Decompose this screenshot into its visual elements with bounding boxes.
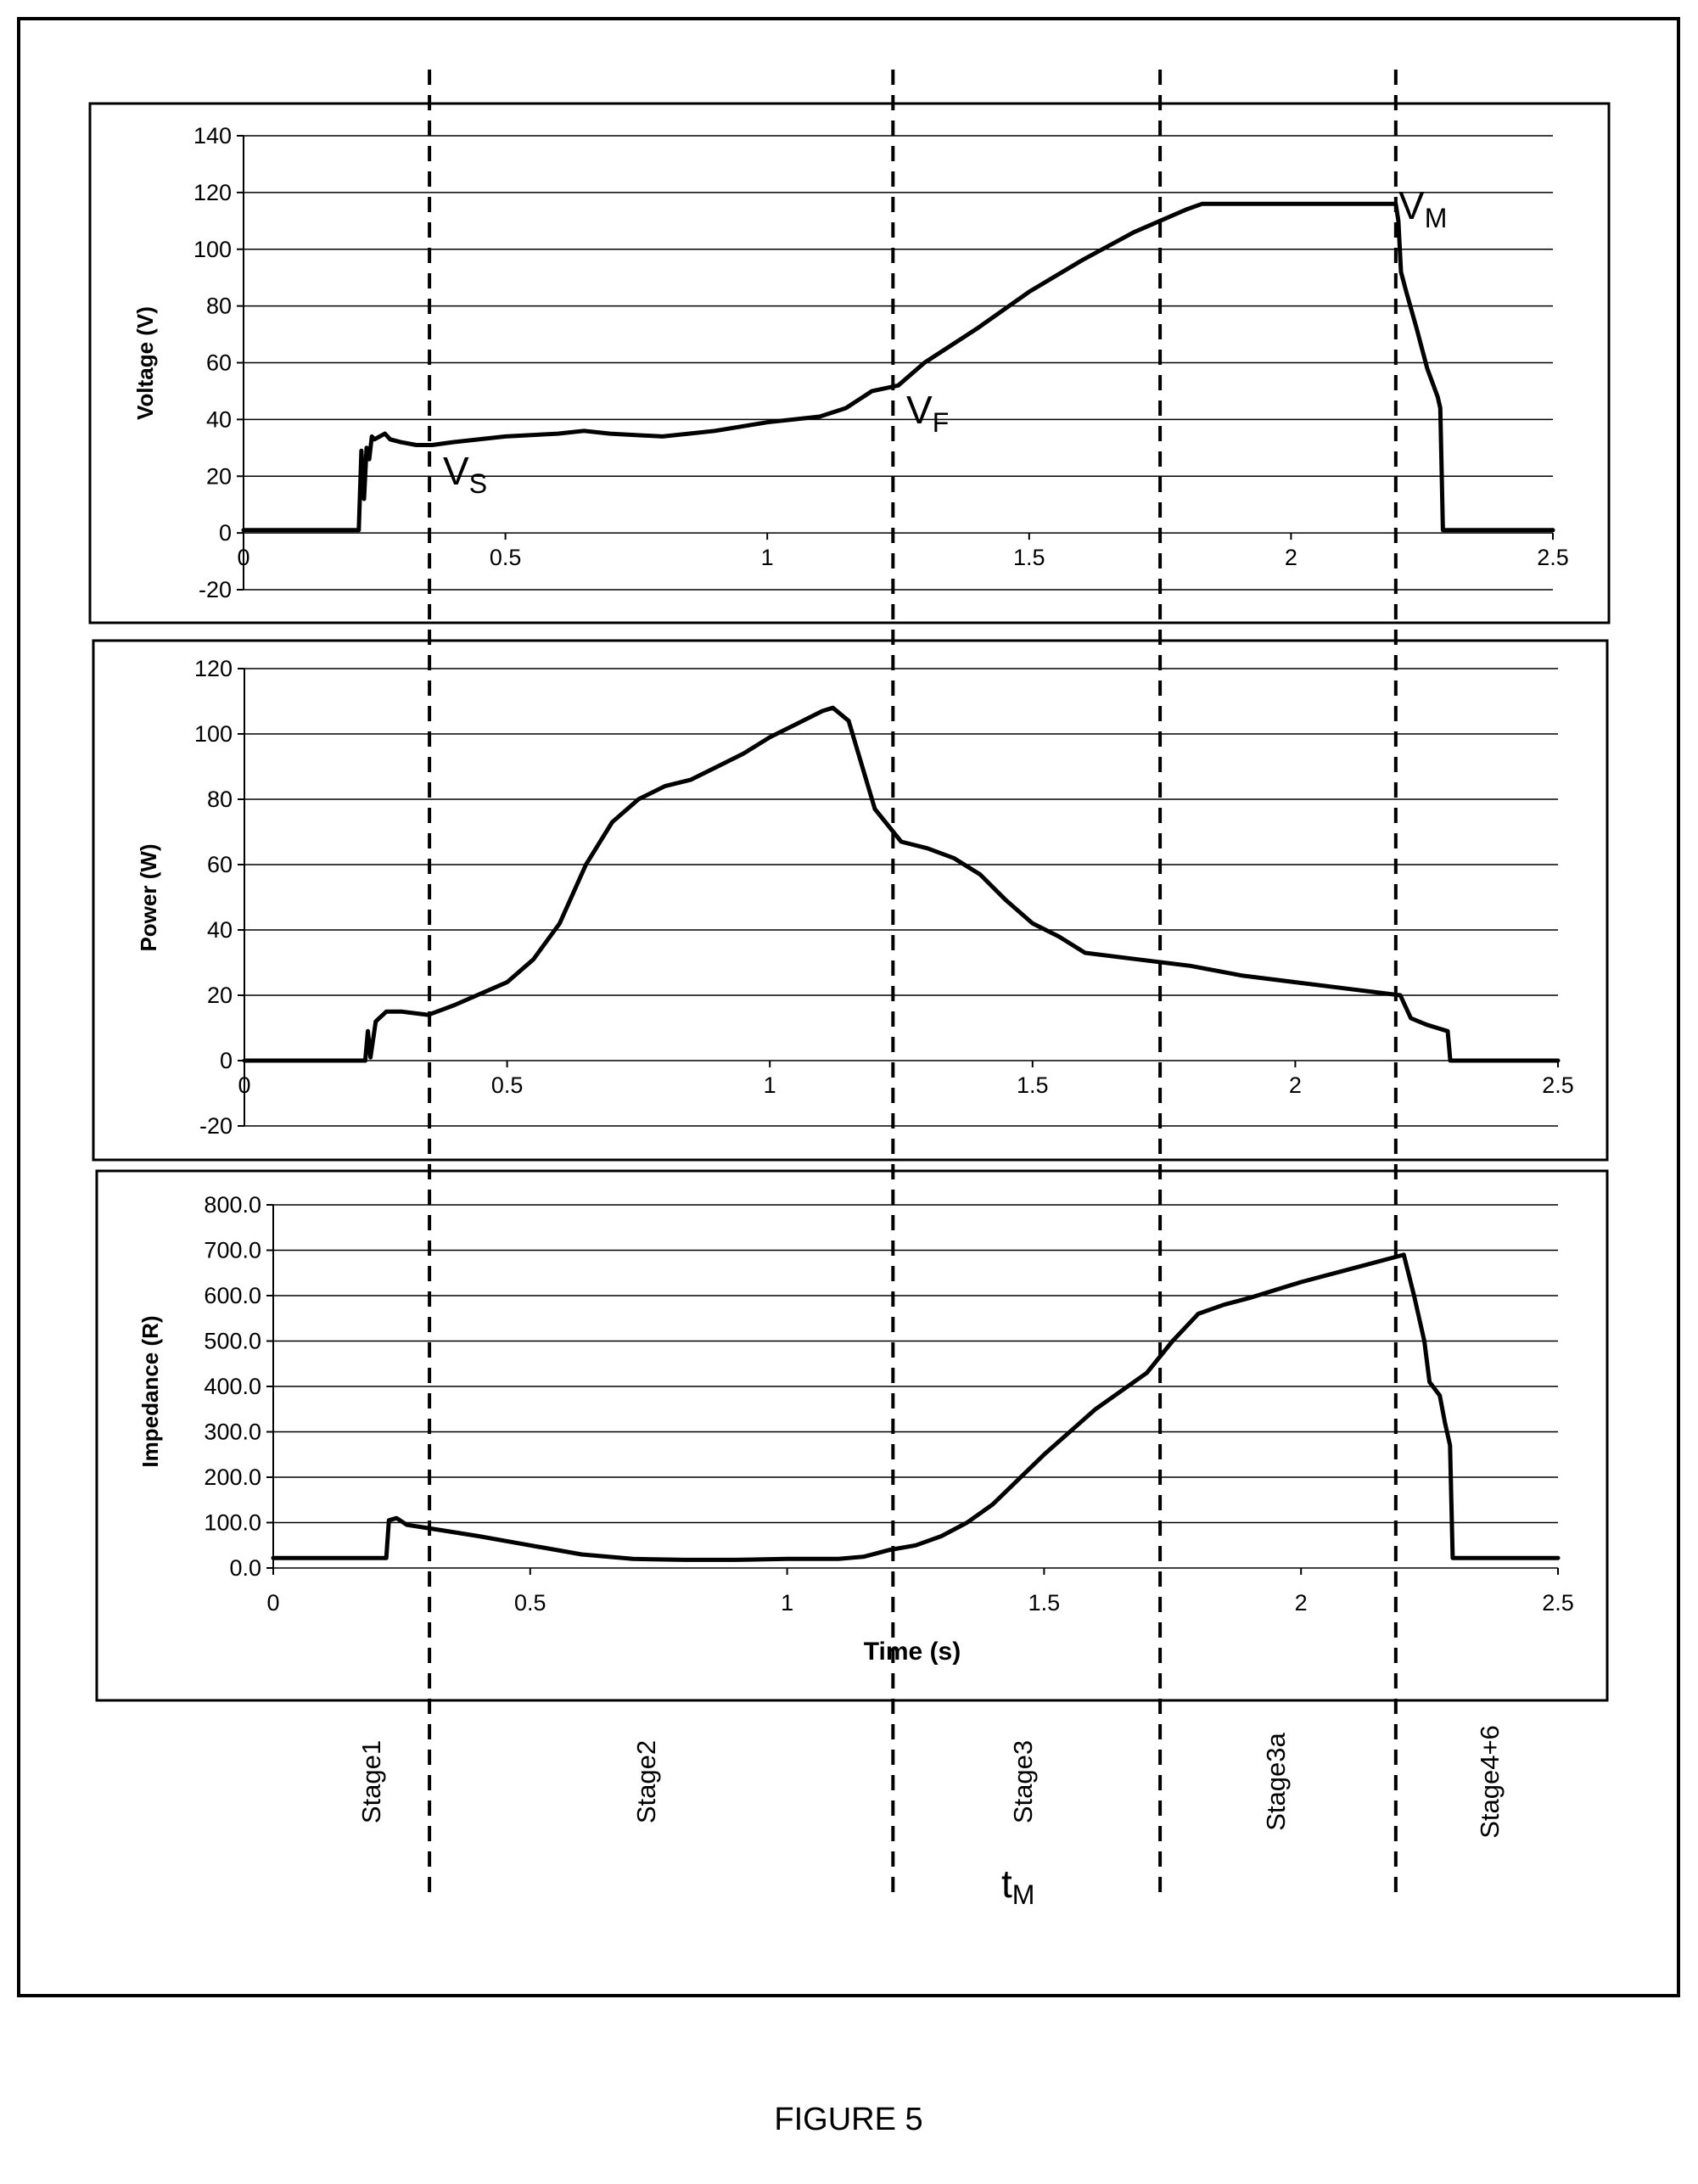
impedance-y-tick-label: 600.0 <box>204 1283 261 1308</box>
stage-dividers <box>428 70 1398 1899</box>
impedance-x-tick-label: 0.5 <box>514 1590 546 1616</box>
impedance-series-line <box>271 1252 1561 1562</box>
voltage-y-tick-label: 40 <box>206 406 232 432</box>
vm-annotation: VM <box>1398 183 1447 233</box>
voltage-y-tick-label: 0 <box>219 520 232 546</box>
power-y-tick-label: 120 <box>194 656 233 681</box>
voltage-y-axis-label: Voltage (V) <box>132 306 158 420</box>
impedance-x-tick-label: 2.5 <box>1542 1590 1574 1616</box>
impedance-x-tick-label: 2 <box>1295 1590 1308 1616</box>
figure-caption: FIGURE 5 <box>774 2102 922 2137</box>
stage3-label: Stage3 <box>1008 1740 1038 1823</box>
impedance-y-tick-label: 700.0 <box>204 1238 261 1263</box>
voltage-panel-frame <box>88 102 1611 624</box>
power-y-tick-label: 100 <box>194 721 233 747</box>
stage4-6-label: Stage4+6 <box>1475 1725 1505 1839</box>
power-panel-frame <box>92 639 1609 1162</box>
power-x-tick-label: 0 <box>238 1072 250 1098</box>
voltage-y-tick-label: 100 <box>193 237 232 262</box>
impedance-x-tick-label: 1 <box>781 1590 793 1616</box>
vf-annotation: VF <box>906 388 949 438</box>
impedance-y-tick-label: 300.0 <box>204 1420 261 1445</box>
power-y-tick-label: 40 <box>207 917 233 943</box>
power-x-tick-label: 0.5 <box>491 1072 524 1098</box>
impedance-chart: Impedance (R) Time (s) 0.0 100.0 200.0 300.… <box>137 1192 1574 1666</box>
power-x-tick-label: 1 <box>764 1072 776 1098</box>
power-y-tick-label: 0 <box>220 1048 233 1073</box>
impedance-y-axis-label: Impedance (R) <box>137 1315 163 1467</box>
stage2-label: Stage2 <box>631 1740 661 1823</box>
voltage-y-tick-label: 140 <box>193 123 232 148</box>
stage3a-label: Stage3a <box>1261 1732 1291 1830</box>
voltage-x-tick-label: 2 <box>1285 545 1297 570</box>
voltage-x-tick-label: 0.5 <box>490 545 522 570</box>
tm-annotation: tM <box>1001 1862 1034 1910</box>
power-series-line <box>242 705 1561 1063</box>
impedance-y-tick-label: 0.0 <box>229 1555 261 1581</box>
time-x-axis-label: Time (s) <box>864 1638 961 1666</box>
impedance-panel-frame <box>95 1169 1609 1702</box>
voltage-x-tick-label: 0 <box>237 545 249 570</box>
power-y-tick-label: 60 <box>207 852 233 877</box>
power-x-tick-label: 2 <box>1289 1072 1302 1098</box>
voltage-y-tick-label: 120 <box>193 180 232 205</box>
voltage-y-tick-label: -20 <box>199 577 232 602</box>
impedance-y-tick-label: 500.0 <box>204 1329 261 1354</box>
impedance-y-tick-label: 100.0 <box>204 1510 261 1536</box>
impedance-y-tick-label: 400.0 <box>204 1374 261 1399</box>
voltage-series-line <box>241 201 1555 533</box>
impedance-y-tick-label: 200.0 <box>204 1464 261 1490</box>
vs-annotation: VS <box>443 449 487 499</box>
impedance-x-tick-label: 0 <box>266 1590 279 1616</box>
voltage-x-tick-label: 1.5 <box>1013 545 1045 570</box>
voltage-y-tick-label: 80 <box>206 294 232 319</box>
power-x-tick-label: 1.5 <box>1017 1072 1049 1098</box>
power-y-axis-label: Power (W) <box>136 843 161 951</box>
power-y-tick-label: 80 <box>207 787 233 812</box>
voltage-y-tick-label: 60 <box>206 350 232 376</box>
voltage-x-tick-label: 2.5 <box>1537 545 1569 570</box>
voltage-x-tick-label: 1 <box>761 545 774 570</box>
power-x-tick-label: 2.5 <box>1542 1072 1574 1098</box>
power-y-tick-label: 20 <box>207 983 233 1008</box>
power-y-tick-label: -20 <box>199 1113 233 1139</box>
stage1-label: Stage1 <box>356 1740 386 1823</box>
impedance-y-tick-label: 800.0 <box>204 1192 261 1218</box>
figure-frame <box>17 17 1680 1997</box>
voltage-y-tick-label: 20 <box>206 463 232 489</box>
impedance-x-tick-label: 1.5 <box>1028 1590 1061 1616</box>
